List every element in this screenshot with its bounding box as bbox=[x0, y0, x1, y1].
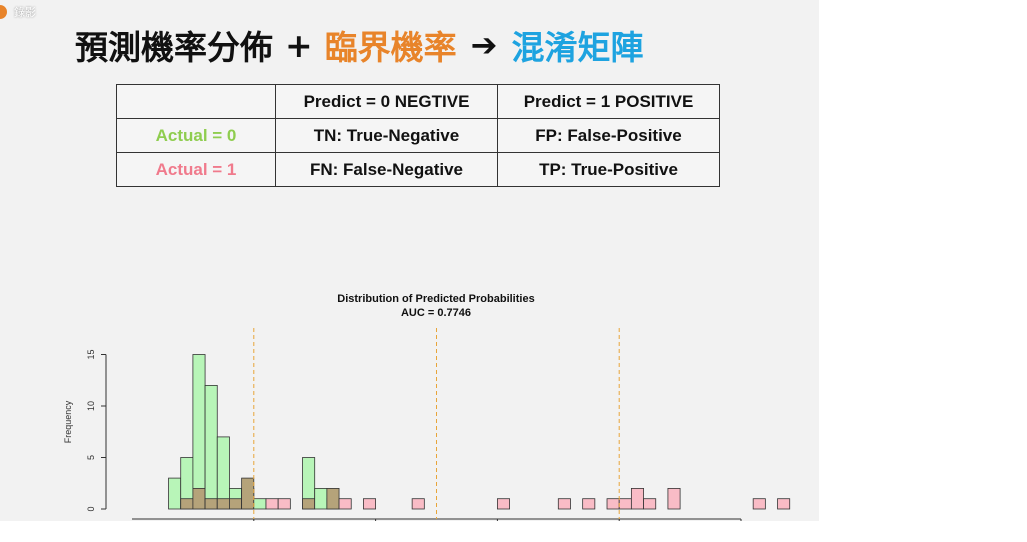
matrix-row-actual-0: Actual = 0 TN: True-Negative FP: False-P… bbox=[116, 118, 720, 153]
header-predict-1: Predict = 1 POSITIVE bbox=[497, 84, 720, 119]
matrix-corner-cell bbox=[116, 84, 276, 119]
cell-fp: FP: False-Positive bbox=[497, 118, 720, 153]
bar-actual-0 bbox=[314, 487, 328, 510]
bar-overlap bbox=[204, 498, 218, 510]
slide-title: 預測機率分佈 + 臨界機率 ➔ 混淆矩陣 bbox=[75, 20, 643, 70]
plot-area: 0 5 10 15 bbox=[86, 328, 791, 521]
bar-overlap bbox=[216, 498, 230, 510]
slide: 錄影 預測機率分佈 + 臨界機率 ➔ 混淆矩陣 Predict = 0 NEGT… bbox=[0, 0, 819, 521]
bar-actual-0 bbox=[204, 385, 218, 510]
bar-overlap bbox=[192, 487, 206, 510]
bar-actual-1 bbox=[557, 498, 571, 510]
bar-actual-1 bbox=[582, 498, 596, 510]
title-plus: + bbox=[285, 25, 313, 65]
bar-actual-0 bbox=[192, 354, 206, 510]
title-part-prediction-distribution: 預測機率分佈 bbox=[75, 28, 273, 67]
bar-actual-1 bbox=[277, 498, 291, 510]
matrix-header-row: Predict = 0 NEGTIVE Predict = 1 POSITIVE bbox=[116, 84, 720, 119]
header-predict-0: Predict = 0 NEGTIVE bbox=[275, 84, 498, 119]
bar-actual-1 bbox=[643, 498, 657, 510]
corner-label: 錄影 bbox=[14, 6, 36, 19]
chart-title: Distribution of Predicted Probabilities bbox=[337, 293, 534, 305]
y-tick-label: 5 bbox=[86, 455, 96, 460]
row-label-actual-0: Actual = 0 bbox=[116, 118, 276, 153]
histogram-chart: Distribution of Predicted Probabilities … bbox=[63, 293, 791, 521]
bar-overlap bbox=[302, 498, 316, 510]
chart-subtitle: AUC = 0.7746 bbox=[401, 307, 471, 319]
bar-overlap bbox=[326, 487, 340, 510]
bar-actual-1 bbox=[618, 498, 632, 510]
cell-tn: TN: True-Negative bbox=[275, 118, 498, 153]
bar-overlap bbox=[180, 498, 194, 510]
bar-actual-1 bbox=[630, 487, 644, 510]
confusion-matrix-table: Predict = 0 NEGTIVE Predict = 1 POSITIVE… bbox=[116, 84, 720, 187]
bar-actual-1 bbox=[777, 498, 791, 510]
y-tick-label: 15 bbox=[86, 349, 96, 359]
cell-tp: TP: True-Positive bbox=[497, 152, 720, 187]
bar-actual-1 bbox=[338, 498, 352, 510]
bar-actual-1 bbox=[667, 487, 681, 510]
bar-actual-1 bbox=[265, 498, 279, 510]
row-label-actual-1: Actual = 1 bbox=[116, 152, 276, 187]
bar-actual-0 bbox=[168, 477, 182, 510]
bar-actual-1 bbox=[752, 498, 766, 510]
cell-fn: FN: False-Negative bbox=[275, 152, 498, 187]
bar-overlap bbox=[241, 477, 255, 510]
title-part-threshold: 臨界機率 bbox=[324, 28, 457, 67]
y-axis-label: Frequency bbox=[63, 400, 73, 443]
y-tick-label: 10 bbox=[86, 401, 96, 411]
title-part-confusion-matrix: 混淆矩陣 bbox=[511, 28, 644, 67]
bar-actual-1 bbox=[606, 498, 620, 510]
record-indicator-icon bbox=[0, 5, 7, 19]
bar-actual-1 bbox=[363, 498, 377, 510]
matrix-row-actual-1: Actual = 1 FN: False-Negative TP: True-P… bbox=[116, 152, 720, 187]
bar-actual-0 bbox=[253, 498, 267, 510]
arrow-right-icon: ➔ bbox=[470, 26, 498, 64]
bar-actual-0 bbox=[216, 436, 230, 510]
bar-overlap bbox=[229, 498, 243, 510]
bar-actual-1 bbox=[496, 498, 510, 510]
bar-actual-1 bbox=[411, 498, 425, 510]
y-tick-label: 0 bbox=[86, 506, 96, 511]
